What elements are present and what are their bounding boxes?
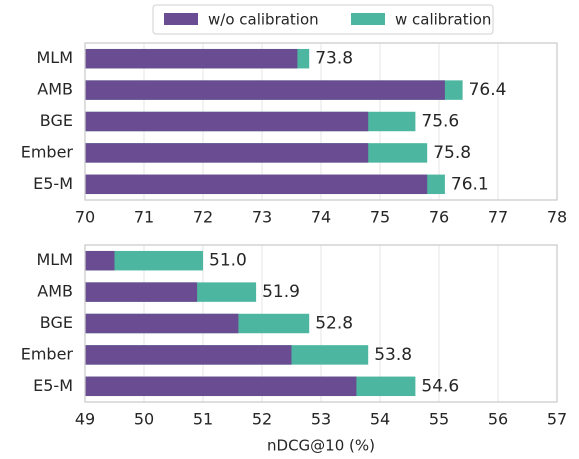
value-label: 75.6 bbox=[421, 112, 459, 132]
bar bbox=[85, 174, 428, 195]
x-tick-label: 73 bbox=[252, 208, 272, 227]
y-tick-label: Ember bbox=[21, 344, 74, 363]
x-tick-label: 55 bbox=[429, 410, 449, 429]
value-label: 76.4 bbox=[469, 80, 507, 100]
legend-box bbox=[152, 4, 494, 35]
bar bbox=[85, 48, 298, 69]
value-label: 76.1 bbox=[451, 174, 489, 194]
legend-label: w/o calibration bbox=[208, 11, 319, 29]
legend-label: w calibration bbox=[395, 11, 491, 29]
bar bbox=[85, 111, 369, 132]
y-tick-label: BGE bbox=[40, 111, 73, 130]
y-tick-label: MLM bbox=[36, 250, 73, 269]
x-tick-label: 71 bbox=[134, 208, 154, 227]
bar bbox=[85, 80, 445, 100]
value-label: 54.6 bbox=[421, 376, 459, 396]
bar bbox=[85, 345, 292, 365]
x-tick-label: 76 bbox=[429, 208, 449, 227]
legend-swatch bbox=[351, 13, 385, 25]
y-tick-label: E5-M bbox=[33, 174, 73, 193]
value-label: 53.8 bbox=[374, 345, 412, 365]
x-tick-label: 78 bbox=[547, 208, 567, 227]
x-tick-label: 49 bbox=[75, 410, 95, 429]
bar bbox=[85, 250, 115, 271]
value-label: 51.0 bbox=[209, 251, 247, 271]
y-tick-label: MLM bbox=[36, 48, 73, 67]
value-label: 51.9 bbox=[262, 282, 300, 302]
value-label: 52.8 bbox=[315, 314, 353, 334]
x-tick-label: 50 bbox=[134, 410, 154, 429]
bar bbox=[85, 282, 198, 302]
axes-frame bbox=[84, 42, 558, 201]
y-tick-label: E5-M bbox=[33, 376, 73, 395]
x-tick-label: 70 bbox=[75, 208, 95, 227]
x-tick-label: 75 bbox=[370, 208, 390, 227]
y-tick-label: Ember bbox=[21, 142, 74, 161]
y-tick-label: AMB bbox=[37, 282, 73, 301]
value-label: 73.8 bbox=[315, 49, 353, 69]
x-axis-label: nDCG@10 (%) bbox=[267, 437, 375, 455]
value-label: 75.8 bbox=[433, 143, 471, 163]
bar bbox=[85, 376, 357, 397]
legend-swatch bbox=[164, 13, 198, 25]
y-tick-label: AMB bbox=[37, 80, 73, 99]
x-tick-label: 56 bbox=[488, 410, 508, 429]
x-tick-label: 51 bbox=[193, 410, 213, 429]
x-tick-label: 57 bbox=[547, 410, 567, 429]
x-tick-label: 52 bbox=[252, 410, 272, 429]
x-tick-label: 54 bbox=[370, 410, 390, 429]
bar bbox=[85, 143, 369, 163]
y-tick-label: BGE bbox=[40, 313, 73, 332]
x-tick-label: 53 bbox=[311, 410, 331, 429]
x-tick-label: 72 bbox=[193, 208, 213, 227]
axes-frame bbox=[84, 244, 558, 403]
x-tick-label: 74 bbox=[311, 208, 331, 227]
x-tick-label: 77 bbox=[488, 208, 508, 227]
bar bbox=[85, 313, 239, 334]
